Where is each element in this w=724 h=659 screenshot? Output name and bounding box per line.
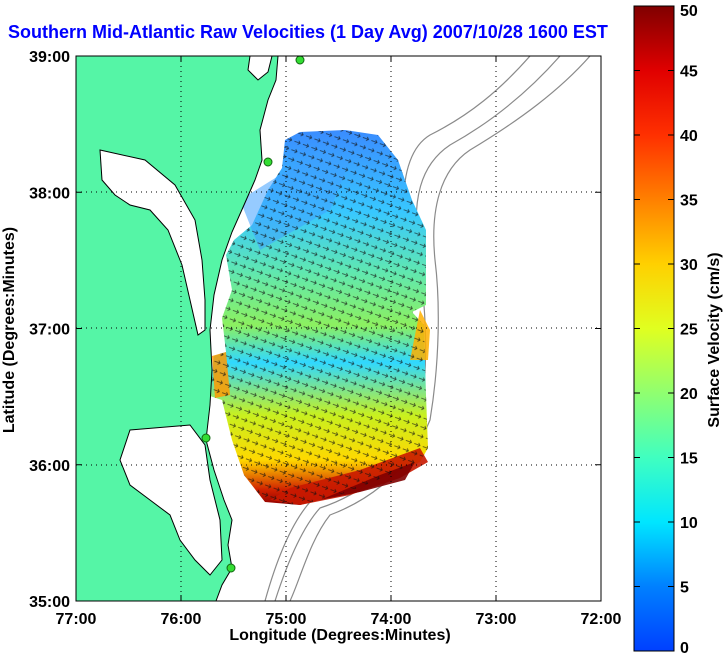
velocity-field (210, 130, 430, 505)
y-axis-label: Latitude (Degrees:Minutes) (1, 227, 18, 433)
y-tick-label: 35:00 (29, 594, 70, 611)
colorbar-tick-label: 50 (680, 3, 698, 20)
colorbar-tick-label: 0 (680, 640, 689, 657)
tick-marks (75, 55, 602, 602)
y-tick-label: 38:00 (29, 185, 70, 202)
colorbar-gradient (633, 5, 675, 652)
station-markers (201, 56, 305, 573)
y-tick-label: 36:00 (29, 458, 70, 475)
x-tick-label: 72:00 (581, 611, 622, 628)
colorbar-tick-label: 10 (680, 515, 698, 532)
station-marker (263, 157, 273, 167)
x-axis-label: Longitude (Degrees:Minutes) (229, 627, 450, 644)
y-tick-label: 37:00 (29, 322, 70, 339)
x-tick-labels: 77:00 76:00 75:00 74:00 73:00 72:00 (56, 611, 622, 628)
chart-title: Southern Mid-Atlantic Raw Velocities (1 … (8, 22, 628, 46)
x-tick-label: 77:00 (56, 611, 97, 628)
colorbar-tick-label: 30 (680, 257, 698, 274)
station-marker (201, 433, 211, 443)
x-tick-label: 75:00 (266, 611, 307, 628)
station-marker (295, 56, 305, 65)
colorbar-tick-label: 45 (680, 64, 698, 81)
colorbar-tick-label: 15 (680, 451, 698, 468)
x-tick-label: 73:00 (476, 611, 517, 628)
colorbar-tick-label: 40 (680, 128, 698, 145)
colorbar-tick-label: 25 (680, 322, 698, 339)
colorbar-tick-label: 35 (680, 193, 698, 210)
y-tick-label: 39:00 (29, 49, 70, 66)
colorbar-tick-label: 5 (680, 580, 689, 597)
y-tick-labels: 39:00 38:00 37:00 36:00 35:00 (29, 49, 70, 611)
graticule (76, 56, 601, 601)
station-marker (226, 563, 236, 573)
x-tick-label: 76:00 (161, 611, 202, 628)
x-tick-label: 74:00 (371, 611, 412, 628)
colorbar-tick-label: 20 (680, 386, 698, 403)
colorbar-label: Surface Velocity (cm/s) (706, 252, 723, 427)
